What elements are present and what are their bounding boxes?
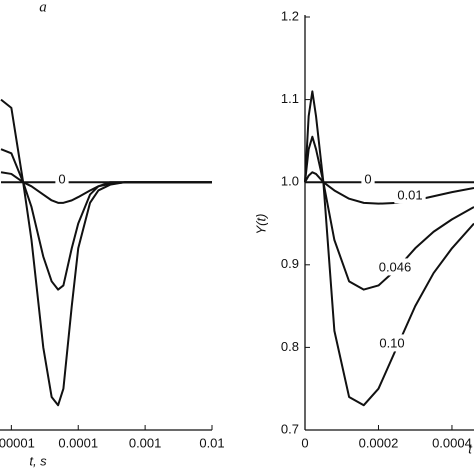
y-tick-label: 0.8: [281, 339, 299, 354]
y-tick-label: 1.2: [281, 8, 299, 23]
curve: [304, 90, 474, 407]
x-tick-label: 0.01: [199, 435, 224, 450]
x-tick-label: 0.0002: [359, 435, 399, 450]
y-tick-label: 1.1: [281, 91, 299, 106]
x-axis-label: t: [468, 441, 473, 456]
label-background: [55, 170, 69, 188]
panel-title: a: [39, 0, 47, 15]
curve-label: 0.046: [379, 259, 412, 274]
x-tick-label: 0: [301, 435, 308, 450]
y-tick-label: 0.7: [281, 421, 299, 436]
y-axis-label: Y(t): [253, 214, 268, 235]
y-tick-label: 1.0: [281, 174, 299, 189]
curve-label: 0: [364, 171, 371, 186]
curve-label: 0: [58, 171, 65, 186]
x-axis-label: t, s: [29, 453, 47, 468]
label-background: [394, 186, 426, 204]
label-background: [375, 258, 415, 276]
curve: [0, 98, 212, 407]
y-tick-label: 0.9: [281, 256, 299, 271]
curve-label: 0.10: [379, 335, 404, 350]
x-tick-label: 0.00001: [0, 435, 35, 450]
x-tick-label: 0.0004: [432, 435, 472, 450]
curve: [304, 135, 474, 291]
curve: [304, 171, 474, 205]
label-background: [376, 334, 408, 352]
x-tick-label: 0.001: [129, 435, 162, 450]
label-background: [361, 170, 375, 188]
x-tick-label: 0.0001: [58, 435, 98, 450]
curve-label: 0.01: [397, 187, 422, 202]
